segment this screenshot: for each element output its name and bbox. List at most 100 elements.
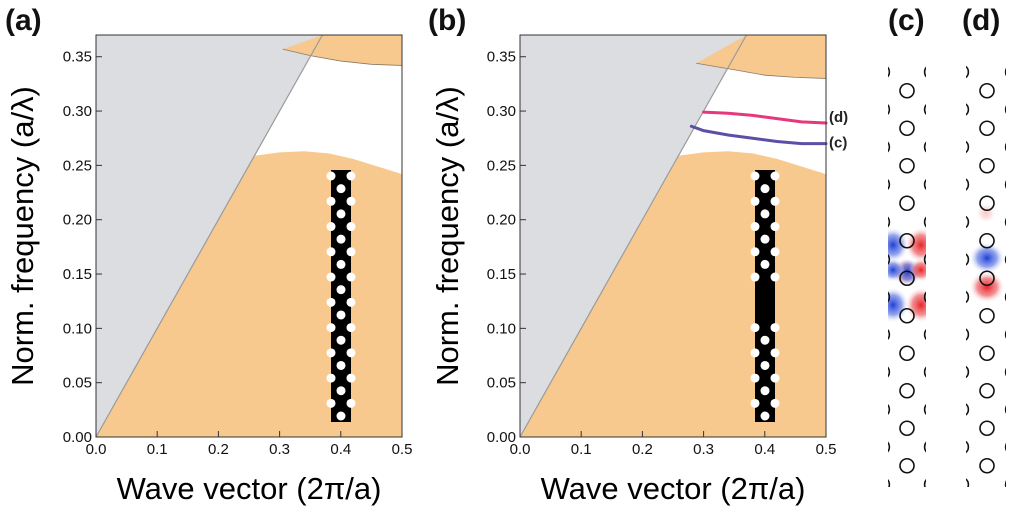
field-hole-outline xyxy=(899,420,915,437)
band-diagram-0: 0.0 0.1 0.2 0.3 0.4 0.5 0.00 0.05 0.10 0.15 0.20 0.… xyxy=(5,4,412,506)
inset-hole xyxy=(750,323,760,333)
upper-band-edge-line xyxy=(696,62,827,79)
field-hole-outline xyxy=(966,365,970,379)
field-hole-outline xyxy=(979,382,995,399)
inset-hole xyxy=(750,373,760,383)
field-hole-outline xyxy=(1004,480,1006,487)
inset-hole xyxy=(750,222,760,232)
inset-hole xyxy=(326,348,336,358)
y-tick-label: 0.35 xyxy=(63,49,92,66)
field-hole-outline xyxy=(966,65,970,79)
inset-hole xyxy=(770,373,780,383)
inset-hole xyxy=(760,259,770,269)
inset-background xyxy=(331,170,351,422)
field-hole-outline xyxy=(979,157,995,174)
y-axis-title: Norm. frequency (a/λ) xyxy=(5,86,40,386)
inset-hole xyxy=(326,398,336,408)
mode-label-c: (c) xyxy=(829,135,847,152)
x-tick-label: 0.0 xyxy=(86,441,107,458)
upper-band-continuum xyxy=(282,35,402,66)
field-hole-outline xyxy=(966,103,970,116)
light-line xyxy=(519,34,747,438)
field-hole-outline xyxy=(923,254,926,265)
inset-hole xyxy=(346,398,356,408)
panel-label: (d) xyxy=(962,4,1000,37)
field-hole-outline xyxy=(899,157,915,174)
inset-hole xyxy=(770,196,780,206)
inset-hole xyxy=(326,196,336,206)
field-hole-outline xyxy=(923,66,926,78)
field-hole-outline xyxy=(979,120,995,137)
field-hole-outline xyxy=(1004,330,1006,339)
field-hole-outline xyxy=(979,307,995,324)
field-hole-outline xyxy=(979,270,995,287)
inset-hole xyxy=(770,398,780,408)
field-lobe xyxy=(888,287,909,323)
field-hole-outline xyxy=(966,478,970,487)
waveguide-inset xyxy=(750,170,780,422)
mode-line-c xyxy=(689,124,828,146)
x-tick-label: 0.4 xyxy=(754,441,775,458)
lower-band-continuum xyxy=(520,151,826,437)
field-hole-outline xyxy=(888,141,891,153)
y-tick-label: 0.05 xyxy=(487,375,516,392)
field-lobe xyxy=(909,258,926,282)
field-hole-outline xyxy=(888,441,891,453)
field-hole-outline xyxy=(888,179,891,190)
field-hole-outline xyxy=(888,366,891,378)
x-tick-label: 0.2 xyxy=(208,441,229,458)
inset-hole xyxy=(760,360,770,370)
inset-hole xyxy=(750,348,760,358)
inset-hole xyxy=(346,272,356,282)
field-hole-outline xyxy=(888,291,891,303)
inset-hole xyxy=(346,348,356,358)
inset-hole xyxy=(346,222,356,232)
field-lobe xyxy=(905,227,926,263)
y-tick-label: 0.15 xyxy=(487,266,516,283)
inset-hole xyxy=(326,373,336,383)
panel-label: (c) xyxy=(888,4,925,37)
plot-frame xyxy=(519,34,827,438)
y-tick-label: 0.20 xyxy=(63,212,92,229)
inset-hole xyxy=(750,398,760,408)
inset-hole xyxy=(770,323,780,333)
field-hole-outline xyxy=(888,404,891,415)
y-tick-label: 0.10 xyxy=(63,320,92,337)
inset-hole xyxy=(750,272,760,282)
y-tick-label: 0.10 xyxy=(487,320,516,337)
y-tick-label: 0.30 xyxy=(63,103,92,120)
panel-label: (b) xyxy=(428,4,466,37)
field-hole-outline xyxy=(979,195,995,212)
inset-hole xyxy=(750,196,760,206)
inset-hole xyxy=(346,247,356,257)
field-hole-outline xyxy=(1004,105,1006,114)
waveguide-inset xyxy=(326,170,356,422)
field-hole-outline xyxy=(1004,442,1006,452)
y-tick-label: 0.00 xyxy=(63,429,92,446)
field-hole-outline xyxy=(888,66,891,78)
mode-label-d: (d) xyxy=(829,109,848,126)
field-hole-outline xyxy=(888,329,891,340)
inset-hole xyxy=(326,272,336,282)
inset-hole xyxy=(750,171,760,181)
field-hole-outline xyxy=(966,253,970,266)
field-hole-outline xyxy=(966,290,970,304)
plot-frame xyxy=(95,34,403,438)
inset-hole xyxy=(336,285,346,295)
field-hole-outline xyxy=(899,382,915,399)
field-hole-outline xyxy=(923,291,926,303)
field-lobe xyxy=(969,242,1005,274)
inset-hole xyxy=(336,335,346,345)
field-hole-outline xyxy=(888,479,891,487)
field-hole-outline xyxy=(1004,292,1006,302)
inset-hole xyxy=(770,247,780,257)
field-lobe xyxy=(888,227,909,263)
field-hole-outline xyxy=(966,140,970,154)
field-hole-outline xyxy=(979,232,995,249)
field-hole-outline xyxy=(888,216,891,228)
field-hole-outline xyxy=(923,404,926,415)
field-hole-outline xyxy=(1004,405,1006,414)
x-tick-label: 0.3 xyxy=(269,441,290,458)
y-tick-label: 0.05 xyxy=(63,375,92,392)
inset-hole xyxy=(336,209,346,219)
